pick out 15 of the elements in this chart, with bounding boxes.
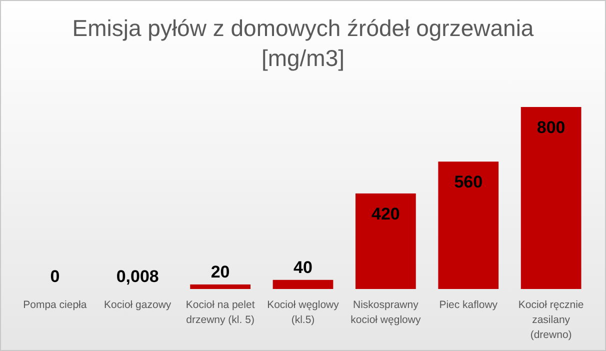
data-label: 40	[294, 258, 312, 277]
data-label: 0,008	[116, 267, 159, 286]
data-label: 800	[536, 118, 566, 137]
x-tick-label: Kocioł na pelet drzewny (kl. 5)	[186, 299, 255, 326]
x-tick-label: Kocioł ręcznie zasilany (drewno)	[518, 299, 584, 341]
data-label: 0	[50, 267, 60, 286]
chart-title: Emisja pyłów z domowych źródeł ogrzewania [mg/m3]	[72, 15, 534, 71]
data-label: 420	[372, 204, 400, 224]
x-tick-label: Niskosprawny kocioł węglowy	[350, 299, 422, 326]
data-label: 20	[210, 262, 230, 282]
data-label: 560	[454, 172, 483, 192]
x-tick-label: Piec kaflowy	[439, 299, 498, 311]
x-tick-label: Kocioł gazowy	[104, 299, 172, 311]
x-tick-label: Pompa ciepła	[23, 299, 87, 311]
x-tick-label: Kocioł węglowy (kl.5)	[267, 299, 340, 326]
